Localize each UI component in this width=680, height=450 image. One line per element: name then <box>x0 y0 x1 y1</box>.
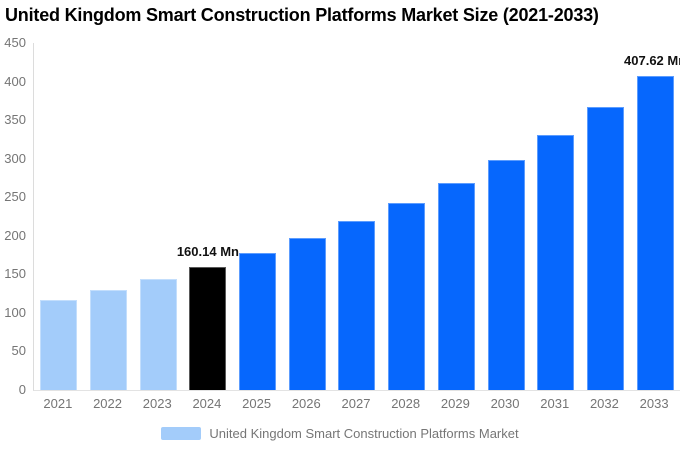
bar-slot-2022 <box>84 43 134 390</box>
x-tick-label-2025: 2025 <box>242 396 272 411</box>
legend-swatch <box>161 427 202 440</box>
chart-title: United Kingdom Smart Construction Platfo… <box>5 5 599 25</box>
bar-value-label-2033: 407.62 Mn <box>624 52 680 68</box>
bar-slot-2033: 407.62 Mn <box>624 43 680 390</box>
x-tick-label-2026: 2026 <box>291 396 321 411</box>
bar-2024[interactable] <box>189 266 227 390</box>
bar-slot-2028 <box>382 43 432 390</box>
bar-2029[interactable] <box>437 182 475 390</box>
y-tick-label: 150 <box>4 266 26 282</box>
bar-2023[interactable] <box>139 278 177 390</box>
x-tick-label-2033: 2033 <box>639 396 669 411</box>
x-tick-label-2028: 2028 <box>391 396 421 411</box>
y-tick-label: 50 <box>11 343 26 359</box>
bar-2031[interactable] <box>537 134 575 390</box>
bar-slot-2026 <box>282 43 332 390</box>
x-tick-label-2029: 2029 <box>440 396 470 411</box>
x-tick-label-2022: 2022 <box>93 396 122 411</box>
y-tick-label: 0 <box>18 382 26 397</box>
bar-value-label-2024: 160.14 Mn <box>176 243 239 259</box>
x-tick-label-2027: 2027 <box>341 396 371 411</box>
legend-label: United Kingdom Smart Construction Platfo… <box>209 426 519 441</box>
bar-2033[interactable] <box>636 75 674 390</box>
plot-area: 160.14 Mn 407.62 Mn <box>33 43 680 391</box>
bar-slot-2031 <box>531 43 581 390</box>
x-tick-label-2023: 2023 <box>142 396 172 411</box>
x-tick-label-2032: 2032 <box>589 396 619 411</box>
bars-container: 160.14 Mn 407.62 Mn <box>34 43 680 390</box>
bar-2032[interactable] <box>586 106 624 390</box>
y-tick-label: 350 <box>4 112 26 128</box>
bar-2021[interactable] <box>40 299 78 390</box>
bar-slot-2024: 160.14 Mn <box>177 43 239 390</box>
bar-slot-2029 <box>432 43 482 390</box>
bar-slot-2030 <box>481 43 531 390</box>
y-tick-label: 250 <box>4 189 26 205</box>
x-tick-label-2031: 2031 <box>540 396 570 411</box>
bar-2026[interactable] <box>288 238 326 390</box>
bar-slot-2027 <box>332 43 382 390</box>
bar-slot-2023 <box>133 43 183 390</box>
x-tick-label-2030: 2030 <box>490 396 520 411</box>
bar-slot-2032 <box>581 43 631 390</box>
legend[interactable]: United Kingdom Smart Construction Platfo… <box>0 426 680 441</box>
x-axis: 2021 2022 2023 2024 2025 2026 2027 2028 2029 2030… <box>33 396 679 411</box>
y-tick-label: 200 <box>4 227 26 243</box>
bar-2022[interactable] <box>90 289 128 390</box>
bar-slot-2021 <box>34 43 84 390</box>
x-tick-label-2021: 2021 <box>43 396 73 411</box>
y-tick-label: 300 <box>4 150 26 166</box>
y-tick-label: 100 <box>4 304 26 320</box>
bar-2025[interactable] <box>239 253 277 390</box>
bar-2028[interactable] <box>388 202 426 390</box>
bar-2027[interactable] <box>338 221 376 390</box>
x-tick-label-2024: 2024 <box>192 396 222 411</box>
bar-slot-2025 <box>233 43 283 390</box>
y-tick-label: 450 <box>4 35 26 50</box>
bar-2030[interactable] <box>487 159 525 390</box>
y-tick-label: 400 <box>4 73 26 89</box>
